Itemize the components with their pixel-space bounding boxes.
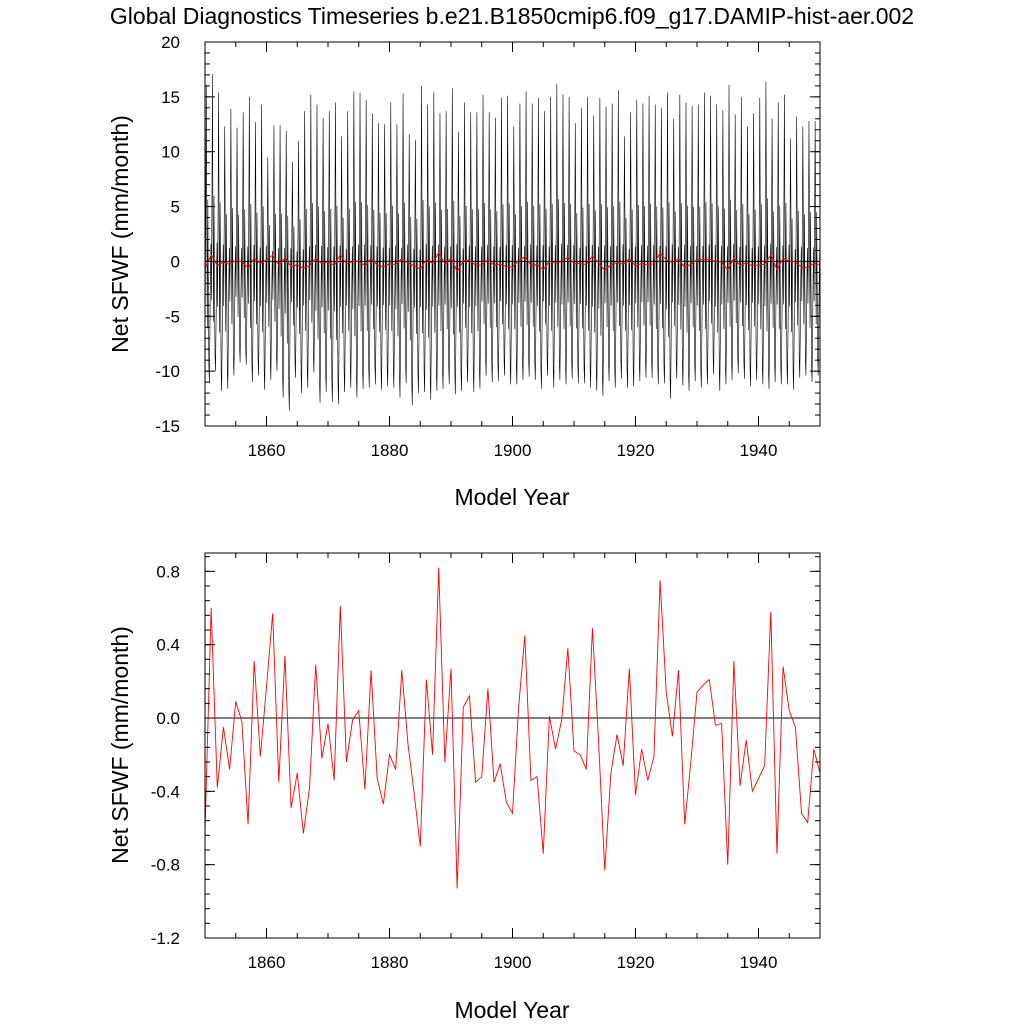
figure-title: Global Diagnostics Timeseries b.e21.B185… (110, 3, 914, 29)
bottom-y-tick-label: -0.8 (151, 856, 180, 875)
monthly-line (204, 73, 821, 411)
top-y-tick-label: 10 (161, 143, 180, 162)
annual-mean-series (204, 567, 821, 889)
bottom-x-tick-label: 1920 (617, 953, 655, 972)
top-y-tick-label: 0 (171, 252, 180, 271)
top-plot-frame (204, 41, 821, 427)
bottom-axis-ticks: 1860 1880 1900 1920 1940 -1.2 -0.8 -0.4 0.0 0.4 0.… (151, 553, 821, 972)
top-x-tick-label: 1920 (617, 441, 655, 460)
bottom-x-tick-label: 1940 (740, 953, 778, 972)
monthly-timeseries-panel: 1860 1880 1900 1920 1940 -15 -10 -5 0 5 10 15 20 Mod… (107, 33, 821, 510)
top-y-tick-label: -5 (165, 307, 180, 326)
bottom-y-tick-label: -0.4 (151, 782, 180, 801)
top-x-tick-label: 1900 (494, 441, 532, 460)
bottom-y-tick-label: 0.8 (156, 562, 180, 581)
bottom-x-axis-label: Model Year (454, 997, 569, 1023)
bottom-x-tick-label: 1860 (248, 953, 286, 972)
annual-mean-line (204, 567, 821, 889)
bottom-plot-frame (204, 552, 821, 939)
top-x-tick-label: 1880 (371, 441, 409, 460)
annual-mean-line-top (204, 251, 821, 273)
top-y-tick-label: 15 (161, 88, 180, 107)
top-y-axis-label: Net SFWF (mm/month) (107, 115, 133, 353)
bottom-y-tick-label: -1.2 (151, 929, 180, 948)
bottom-y-axis-label: Net SFWF (mm/month) (107, 626, 133, 864)
top-y-tick-label: -10 (155, 362, 180, 381)
top-axis-ticks: 1860 1880 1900 1920 1940 -15 -10 -5 0 5 10 15 20 (155, 33, 821, 460)
top-y-tick-label: -15 (155, 417, 180, 436)
annual-mean-overlay (204, 251, 821, 273)
top-y-tick-label: 5 (171, 198, 180, 217)
top-y-tick-label: 20 (161, 33, 180, 52)
top-x-axis-label: Model Year (454, 484, 569, 510)
bottom-y-tick-label: 0.0 (156, 709, 180, 728)
monthly-series (204, 73, 821, 411)
bottom-y-tick-label: 0.4 (156, 636, 180, 655)
top-x-tick-label: 1940 (740, 441, 778, 460)
annual-mean-panel: 1860 1880 1900 1920 1940 -1.2 -0.8 -0.4 0.0 0.4 0.… (107, 552, 821, 1023)
top-x-tick-label: 1860 (248, 441, 286, 460)
bottom-x-tick-label: 1880 (371, 953, 409, 972)
bottom-x-tick-label: 1900 (494, 953, 532, 972)
